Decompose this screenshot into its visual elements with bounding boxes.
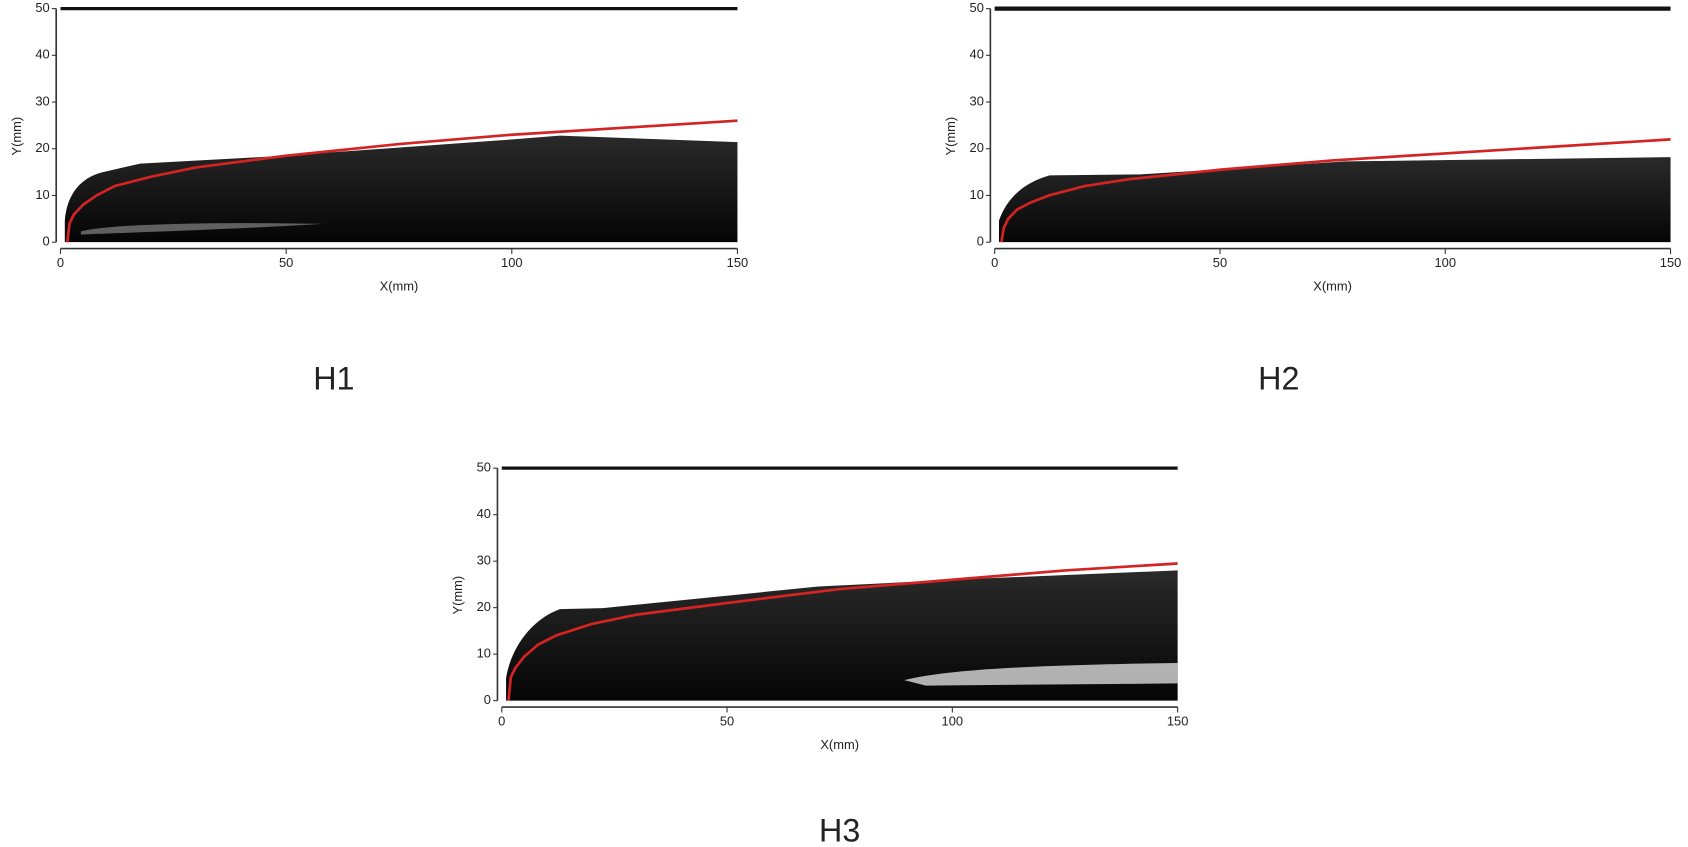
y-tick-label: 40 [970, 47, 984, 62]
y-tick-label: 0 [484, 692, 491, 707]
x-tick-label: 50 [1213, 255, 1227, 270]
x-tick-label: 150 [1660, 255, 1682, 270]
x-tick-label: 50 [720, 714, 734, 729]
y-tick-label: 20 [970, 140, 984, 155]
fit-curve [65, 119, 738, 243]
y-tick-label: 10 [477, 646, 491, 661]
y-tick-label: 10 [970, 187, 984, 202]
x-tick-label: 0 [498, 714, 505, 729]
x-tick-label: 100 [501, 255, 523, 270]
y-tick-label: 20 [35, 140, 49, 155]
panel-caption: H3 [819, 813, 860, 847]
x-tick-label: 50 [279, 255, 293, 270]
y-tick-label: 0 [43, 234, 50, 249]
y-tick-label: 30 [477, 553, 491, 568]
fit-curve [1000, 138, 1671, 243]
y-tick-label: 30 [970, 93, 984, 108]
spray-highlight [904, 662, 1178, 686]
y-tick-label: 50 [35, 0, 49, 15]
panel-caption: H1 [313, 361, 354, 397]
x-tick-label: 100 [942, 714, 964, 729]
y-tick-label: 30 [35, 93, 49, 108]
spray-highlight [80, 223, 324, 235]
y-tick-label: 50 [477, 460, 491, 475]
y-tick-label: 50 [970, 0, 984, 15]
y-tick-label: 10 [35, 187, 49, 202]
y-axis-label: Y(mm) [450, 576, 465, 615]
y-tick-label: 20 [477, 599, 491, 614]
y-tick-label: 40 [477, 506, 491, 521]
x-tick-label: 150 [727, 255, 749, 270]
y-tick-label: 40 [35, 47, 49, 62]
x-tick-label: 100 [1434, 255, 1456, 270]
panel-caption: H2 [1258, 361, 1299, 397]
x-axis-label: X(mm) [380, 279, 419, 294]
spray-image [998, 157, 1671, 243]
x-tick-label: 0 [57, 255, 64, 270]
x-tick-label: 150 [1167, 714, 1189, 729]
y-axis-label: Y(mm) [943, 117, 958, 156]
x-axis-label: X(mm) [820, 737, 859, 752]
y-axis-label: Y(mm) [9, 117, 24, 156]
x-axis-label: X(mm) [1313, 279, 1352, 294]
y-tick-label: 0 [977, 234, 984, 249]
fit-curve [507, 562, 1178, 701]
x-tick-label: 0 [991, 255, 998, 270]
